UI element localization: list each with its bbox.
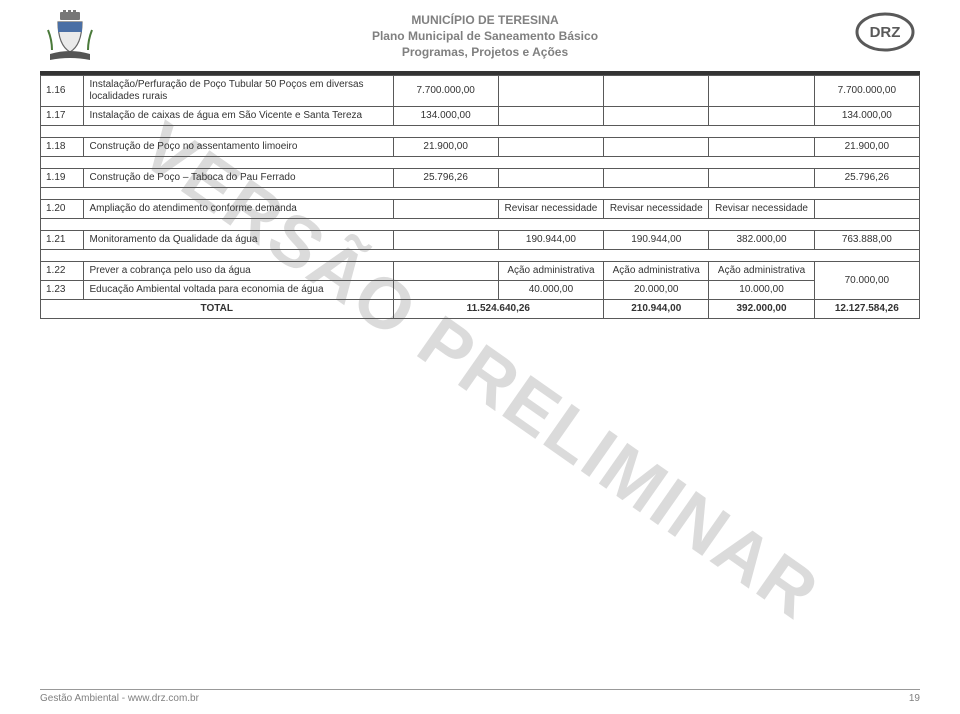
table-row: 1.16 Instalação/Perfuração de Poço Tubul… — [41, 76, 920, 107]
footer-left: Gestão Ambiental - www.drz.com.br — [40, 693, 199, 704]
cell-c1: 25.796,26 — [393, 169, 498, 188]
table-row: 1.18 Construção de Poço no assentamento … — [41, 138, 920, 157]
cell-c3 — [604, 169, 709, 188]
cell-c1 — [393, 200, 498, 219]
cell-c4: 382.000,00 — [709, 231, 814, 250]
page-footer: Gestão Ambiental - www.drz.com.br 19 — [40, 689, 920, 704]
cell-total: 25.796,26 — [814, 169, 919, 188]
cell-c1: 21.900,00 — [393, 138, 498, 157]
cell-c4: 10.000,00 — [709, 281, 814, 300]
page-header: MUNICÍPIO DE TERESINA Plano Municipal de… — [0, 0, 960, 69]
cell-c3: Revisar necessidade — [604, 200, 709, 219]
header-title-block: MUNICÍPIO DE TERESINA Plano Municipal de… — [120, 10, 850, 61]
cell-c4 — [709, 107, 814, 126]
cell-c2 — [498, 138, 603, 157]
cell-c3 — [604, 107, 709, 126]
cell-total — [814, 200, 919, 219]
gap-row — [41, 126, 920, 138]
total-c2: 210.944,00 — [604, 300, 709, 319]
cell-c2: Revisar necessidade — [498, 200, 603, 219]
header-line2: Plano Municipal de Saneamento Básico — [120, 28, 850, 44]
footer-rule — [40, 689, 920, 690]
cell-code: 1.23 — [41, 281, 84, 300]
cell-total-merged: 70.000,00 — [814, 262, 919, 300]
cell-c4: Revisar necessidade — [709, 200, 814, 219]
table-row: 1.21 Monitoramento da Qualidade da água … — [41, 231, 920, 250]
total-c3: 392.000,00 — [709, 300, 814, 319]
cell-c3 — [604, 138, 709, 157]
total-c1: 11.524.640,26 — [393, 300, 604, 319]
header-line3: Programas, Projetos e Ações — [120, 44, 850, 60]
gap-row — [41, 219, 920, 231]
cell-code: 1.21 — [41, 231, 84, 250]
page-number: 19 — [909, 693, 920, 704]
cell-total: 7.700.000,00 — [814, 76, 919, 107]
cell-code: 1.17 — [41, 107, 84, 126]
municipal-crest-icon — [40, 10, 100, 65]
table-row: 1.20 Ampliação do atendimento conforme d… — [41, 200, 920, 219]
cell-code: 1.18 — [41, 138, 84, 157]
total-row: TOTAL 11.524.640,26 210.944,00 392.000,0… — [41, 300, 920, 319]
cell-c4 — [709, 138, 814, 157]
cell-total: 763.888,00 — [814, 231, 919, 250]
cell-code: 1.19 — [41, 169, 84, 188]
cell-c4: Ação administrativa — [709, 262, 814, 281]
cell-desc: Prever a cobrança pelo uso da água — [84, 262, 393, 281]
cell-c3 — [604, 76, 709, 107]
cell-c1: 134.000,00 — [393, 107, 498, 126]
total-grand: 12.127.584,26 — [814, 300, 919, 319]
cell-code: 1.16 — [41, 76, 84, 107]
cell-desc: Educação Ambiental voltada para economia… — [84, 281, 393, 300]
cell-c4 — [709, 76, 814, 107]
content-area: 1.16 Instalação/Perfuração de Poço Tubul… — [0, 75, 960, 319]
cell-c3: 20.000,00 — [604, 281, 709, 300]
cell-desc: Monitoramento da Qualidade da água — [84, 231, 393, 250]
cell-c1 — [393, 281, 498, 300]
total-label: TOTAL — [41, 300, 394, 319]
cell-total: 134.000,00 — [814, 107, 919, 126]
cell-desc: Construção de Poço – Taboca do Pau Ferra… — [84, 169, 393, 188]
gap-row — [41, 188, 920, 200]
cell-c2: Ação administrativa — [498, 262, 603, 281]
header-line1: MUNICÍPIO DE TERESINA — [120, 12, 850, 28]
cell-c1 — [393, 231, 498, 250]
cell-total: 21.900,00 — [814, 138, 919, 157]
table-row: 1.19 Construção de Poço – Taboca do Pau … — [41, 169, 920, 188]
cell-code: 1.22 — [41, 262, 84, 281]
cell-c1 — [393, 262, 498, 281]
cell-desc: Ampliação do atendimento conforme demand… — [84, 200, 393, 219]
cell-desc: Instalação/Perfuração de Poço Tubular 50… — [84, 76, 393, 107]
cell-code: 1.20 — [41, 200, 84, 219]
cell-c4 — [709, 169, 814, 188]
table-row: 1.23 Educação Ambiental voltada para eco… — [41, 281, 920, 300]
drz-logo-icon: DRZ — [850, 10, 920, 55]
cell-c2 — [498, 76, 603, 107]
cell-c2 — [498, 169, 603, 188]
data-table: 1.16 Instalação/Perfuração de Poço Tubul… — [40, 75, 920, 319]
cell-desc: Construção de Poço no assentamento limoe… — [84, 138, 393, 157]
table-row: 1.17 Instalação de caixas de água em São… — [41, 107, 920, 126]
cell-c3: 190.944,00 — [604, 231, 709, 250]
cell-desc: Instalação de caixas de água em São Vice… — [84, 107, 393, 126]
gap-row — [41, 250, 920, 262]
cell-c2 — [498, 107, 603, 126]
cell-c1: 7.700.000,00 — [393, 76, 498, 107]
cell-c2: 40.000,00 — [498, 281, 603, 300]
svg-text:DRZ: DRZ — [870, 24, 901, 41]
cell-c3: Ação administrativa — [604, 262, 709, 281]
cell-c2: 190.944,00 — [498, 231, 603, 250]
table-row: 1.22 Prever a cobrança pelo uso da água … — [41, 262, 920, 281]
gap-row — [41, 157, 920, 169]
